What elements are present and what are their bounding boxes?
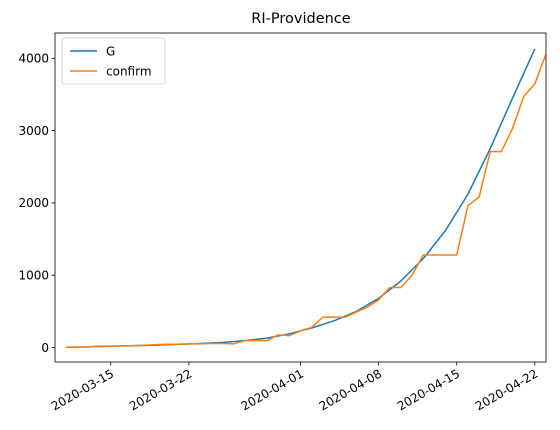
y-tick-label: 2000 <box>18 196 49 210</box>
y-tick-label: 1000 <box>18 269 49 283</box>
chart-title: RI-Providence <box>251 11 350 27</box>
series-line-0 <box>66 48 536 349</box>
x-tick-label: 2020-04-01 <box>239 366 306 413</box>
y-axis: 0 1000 2000 3000 4000 <box>18 52 55 355</box>
x-tick-label: 2020-04-15 <box>395 366 462 413</box>
x-tick-label: 2020-03-22 <box>127 366 194 413</box>
legend-box <box>61 37 166 85</box>
x-tick-label: 2020-03-15 <box>49 366 116 413</box>
x-tick-label: 2020-04-22 <box>473 366 540 413</box>
y-tick-label: 3000 <box>18 124 49 138</box>
y-tick-label: 0 <box>41 341 49 355</box>
legend-label-1: confirm <box>106 64 152 78</box>
y-tick-label: 4000 <box>18 52 49 66</box>
x-axis: 2020-03-15 2020-03-22 2020-04-01 2020-04-08… <box>49 362 540 413</box>
series-line-1 <box>66 53 546 348</box>
x-tick-label: 2020-04-08 <box>317 366 384 413</box>
legend-label-0: G <box>106 44 115 58</box>
